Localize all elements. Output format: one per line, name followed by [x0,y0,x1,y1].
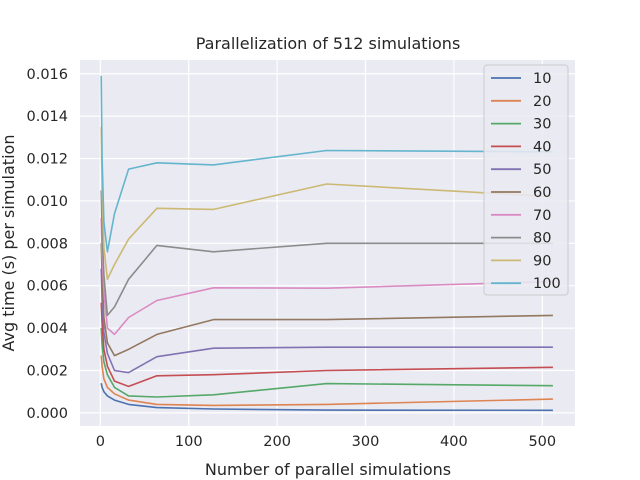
x-tick-label: 500 [528,434,556,450]
legend-label-30: 30 [533,117,551,133]
legend-label-80: 80 [533,231,551,247]
x-tick-labels: 0 100 200 300 400 500 [96,434,556,450]
x-tick-label: 200 [263,434,291,450]
series-line-10 [100,383,553,412]
chart-title: Parallelization of 512 simulations [196,34,461,53]
series-line-80 [100,190,553,317]
y-tick-label: 0.010 [26,194,68,210]
legend-label-100: 100 [533,276,561,292]
y-tick-label: 0.006 [26,279,68,295]
series-line-70 [100,217,553,336]
x-axis-label: Number of parallel simulations [205,460,451,479]
series-line-100 [100,75,553,253]
legend-label-70: 70 [533,208,551,224]
y-axis-label: Avg time (s) per simulation [0,135,18,352]
y-tick-label: 0.002 [26,363,68,379]
x-tick-label: 100 [175,434,203,450]
y-tick-label: 0.016 [26,67,68,83]
series-line-20 [100,355,553,407]
legend-label-60: 60 [533,185,551,201]
legend-label-10: 10 [533,71,551,87]
legend-label-20: 20 [533,94,551,110]
legend-label-90: 90 [533,253,551,269]
legend: 10 20 30 40 50 60 70 80 90 100 [483,64,569,296]
series-line-40 [100,302,553,388]
y-tick-labels: 0.000 0.002 0.004 0.006 0.008 0.010 0.012 0.014… [26,67,68,422]
x-tick-label: 300 [352,434,380,450]
y-tick-label: 0.014 [26,109,68,125]
y-tick-label: 0.000 [26,406,68,422]
series-line-50 [100,268,553,374]
y-tick-label: 0.004 [26,321,68,337]
legend-label-40: 40 [533,139,551,155]
x-tick-label: 0 [96,434,105,450]
y-tick-label: 0.012 [26,152,68,168]
series-line-90 [100,126,553,281]
y-tick-label: 0.008 [26,236,68,252]
series-line-30 [100,328,553,398]
legend-label-50: 50 [533,162,551,178]
series-line-60 [100,243,553,357]
series-lines [100,75,553,412]
x-tick-label: 400 [440,434,468,450]
